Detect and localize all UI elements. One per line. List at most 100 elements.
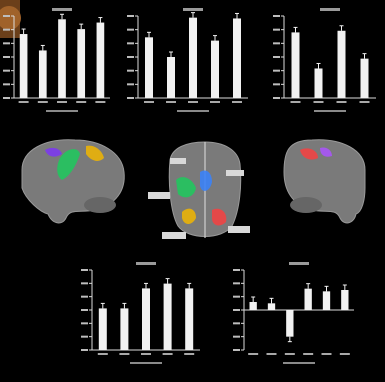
callout-box-3 (226, 170, 244, 176)
bar (58, 19, 66, 99)
panel-title-mark (183, 8, 203, 11)
y-tick-label-mark (81, 295, 88, 298)
y-tick-label-mark (233, 349, 240, 351)
y-tick-label-mark (127, 42, 134, 45)
x-tick-label-mark (166, 101, 176, 103)
y-tick-label-mark (273, 83, 280, 86)
bar (314, 68, 323, 98)
callout-box-5 (228, 226, 250, 233)
panel-title-mark (136, 262, 156, 265)
panel-title-mark (289, 262, 309, 265)
region-right-1 (300, 148, 318, 160)
y-tick-label-mark (127, 15, 134, 17)
x-tick-label-mark (290, 101, 301, 103)
bar (211, 40, 219, 98)
x-tick-label-mark (97, 353, 108, 355)
bar (341, 290, 349, 310)
y-tick-label-mark (127, 69, 134, 72)
x-tick-label-mark (184, 353, 195, 355)
cerebellum-right (290, 197, 322, 213)
bar (360, 58, 369, 98)
x-tick-label-mark (76, 101, 87, 103)
bar (286, 310, 294, 337)
x-tick-label-mark (248, 353, 259, 355)
x-tick-label-mark (303, 353, 314, 355)
bar (337, 30, 346, 98)
brain-center-view (148, 141, 250, 239)
bar (249, 302, 257, 310)
x-tick-label-mark (57, 101, 67, 103)
bar (267, 303, 276, 310)
bar (19, 34, 28, 98)
bar (304, 288, 312, 310)
x-tick-label-mark (359, 101, 370, 103)
y-tick-label-mark (81, 335, 88, 338)
bar (145, 37, 153, 98)
y-tick-label-mark (127, 83, 134, 86)
y-tick-label-mark (273, 15, 280, 17)
y-tick-label-mark (3, 42, 10, 45)
bar (163, 283, 172, 350)
region-center-2 (200, 170, 212, 191)
photo-thumbnail-detail (0, 6, 21, 30)
bar (96, 22, 105, 99)
region-center-3 (182, 208, 196, 224)
panel-title-mark (320, 8, 340, 11)
y-tick-label-mark (81, 309, 88, 311)
x-tick-label-mark (284, 353, 295, 355)
y-tick-label-mark (127, 56, 134, 58)
brain-right-lateral (283, 139, 366, 224)
x-tick-label-mark (144, 101, 154, 103)
x-tick-label-mark (119, 353, 130, 355)
region-left-3 (86, 145, 104, 161)
bar-chart-bottom-left (81, 262, 200, 364)
bar (291, 32, 300, 98)
bar-chart-top-right (273, 8, 376, 112)
region-right-2 (320, 147, 332, 157)
y-tick-label-mark (3, 69, 10, 72)
y-tick-label-mark (3, 97, 10, 99)
y-tick-label-mark (233, 335, 240, 338)
y-tick-label-mark (81, 269, 88, 271)
y-tick-label-mark (81, 282, 88, 285)
y-tick-label-mark (127, 97, 134, 99)
y-tick-label-mark (233, 295, 240, 298)
cerebellum-left (84, 197, 116, 213)
x-tick-label-mark (210, 101, 220, 103)
bar (189, 17, 197, 98)
x-tick-label-mark (37, 101, 48, 103)
y-tick-label-mark (3, 83, 10, 86)
y-tick-label-mark (233, 322, 240, 325)
bar (142, 288, 150, 350)
bar (77, 29, 86, 98)
y-tick-label-mark (273, 56, 280, 58)
bar-chart-bottom-right (233, 262, 354, 364)
region-center-4 (212, 208, 227, 226)
region-left-1 (45, 147, 62, 157)
bar (233, 18, 241, 98)
y-tick-label-mark (81, 349, 88, 351)
x-tick-label-mark (321, 353, 332, 355)
x-axis-label-mark (177, 110, 209, 112)
x-tick-label-mark (95, 101, 106, 103)
bar (185, 288, 194, 350)
bar (120, 308, 129, 350)
y-tick-label-mark (273, 42, 280, 45)
y-tick-label-mark (233, 282, 240, 285)
bar (322, 291, 331, 310)
panel-title-mark (52, 8, 72, 11)
y-tick-label-mark (3, 56, 10, 58)
x-axis-label-mark (283, 362, 315, 364)
x-tick-label-mark (188, 101, 198, 103)
y-tick-label-mark (127, 28, 134, 31)
x-tick-label-mark (266, 353, 277, 355)
y-tick-label-mark (3, 15, 10, 17)
region-left-2 (57, 149, 80, 180)
bar (98, 308, 107, 350)
x-axis-label-mark (46, 110, 78, 112)
y-tick-label-mark (81, 322, 88, 325)
callout-box-2 (170, 158, 186, 164)
y-tick-label-mark (273, 69, 280, 72)
y-tick-label-mark (233, 269, 240, 271)
